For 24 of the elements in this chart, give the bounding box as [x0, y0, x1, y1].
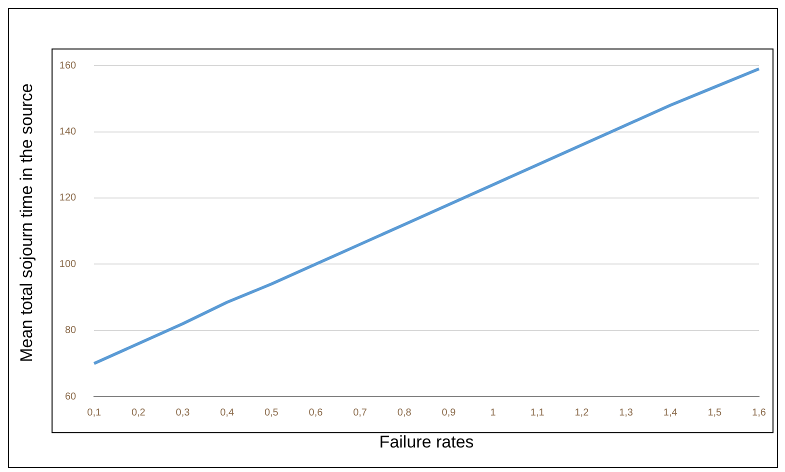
y-axis-title: Mean total sojourn time in the source — [16, 83, 36, 362]
x-axis-title: Failure rates — [379, 432, 474, 452]
y-tick-label: 60 — [64, 391, 77, 402]
y-tick-label: 80 — [64, 325, 77, 336]
x-tick-label: 1,5 — [708, 407, 722, 418]
x-tick-label: 1 — [490, 407, 496, 418]
x-tick-label: 0,7 — [353, 407, 368, 418]
x-tick-label: 1,1 — [530, 407, 545, 418]
y-tick-label: 120 — [59, 192, 77, 204]
x-tick-label: 1,2 — [574, 407, 590, 418]
y-tick-label: 140 — [59, 126, 77, 138]
x-tick-label: 0,4 — [220, 407, 234, 418]
x-tick-label: 0,2 — [131, 407, 146, 418]
x-tick-label: 0,6 — [308, 407, 324, 418]
x-tick-label: 0,3 — [176, 407, 190, 418]
x-tick-label: 1,6 — [752, 407, 766, 418]
x-tick-label: 0,1 — [87, 407, 102, 418]
x-tick-label: 1,3 — [619, 407, 634, 418]
x-tick-label: 0,5 — [264, 407, 279, 418]
x-tick-label: 0,8 — [397, 407, 412, 418]
x-tick-label: 1,4 — [663, 407, 678, 418]
y-tick-label: 160 — [59, 60, 77, 72]
y-tick-label: 100 — [59, 258, 77, 270]
x-tick-label: 0,9 — [442, 407, 456, 418]
